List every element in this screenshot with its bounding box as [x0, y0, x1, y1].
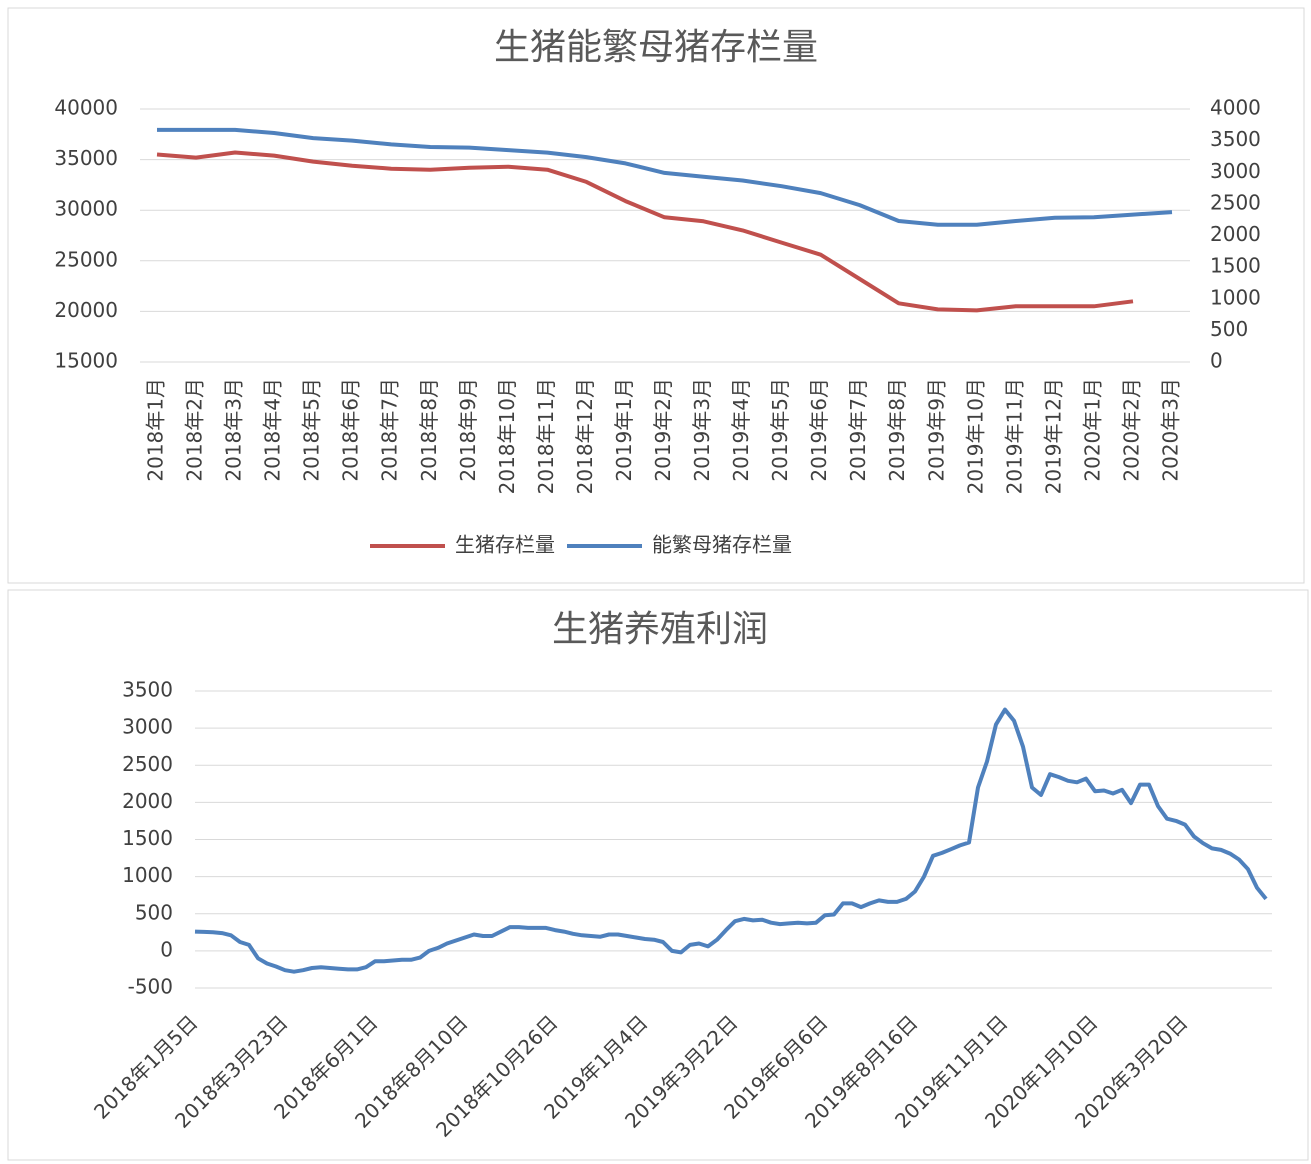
y-tick-label: 15000 — [54, 349, 118, 373]
y-tick-label: 0 — [160, 937, 173, 961]
y-tick-label: 40000 — [54, 96, 118, 120]
x-tick-label: 2018年6月 — [339, 378, 363, 482]
y-tick-label: 30000 — [54, 197, 118, 221]
x-tick-label: 2019年10月 — [963, 378, 987, 494]
x-tick-label: 2019年4月 — [729, 378, 753, 482]
x-tick-label: 2018年10月 — [495, 378, 519, 494]
x-tick-label: 2018年2月 — [183, 378, 207, 482]
x-tick-label: 2019年9月 — [924, 378, 948, 482]
x-tick-label: 2018年4月 — [261, 378, 285, 482]
x-tick-label: 2018年8月 — [417, 378, 441, 482]
y2-tick-label: 3500 — [1210, 127, 1261, 151]
x-tick-label: 2018年3月 — [222, 378, 246, 482]
x-tick-label: 2018年9月 — [456, 378, 480, 482]
x-tick-label: 2019年11月 — [1002, 378, 1026, 494]
y-tick-label: 35000 — [54, 146, 118, 170]
x-tick-label: 2019年12月 — [1041, 378, 1065, 494]
panel — [7, 7, 1305, 584]
series-line — [194, 707, 1268, 974]
y-tick-label: -500 — [128, 975, 173, 999]
y2-tick-label: 0 — [1210, 349, 1223, 373]
y2-tick-label: 1000 — [1210, 285, 1261, 309]
x-tick-label: 2020年2月 — [1119, 378, 1143, 482]
x-tick-label: 2018年1月 — [144, 378, 168, 482]
y-tick-label: 20000 — [54, 298, 118, 322]
x-tick-label: 2019年2月 — [651, 378, 675, 482]
chart-title: 生猪能繁母猪存栏量 — [494, 27, 818, 68]
chart-title: 生猪养殖利润 — [552, 609, 768, 650]
y-tick-label: 500 — [135, 900, 173, 924]
y-tick-label: 1000 — [122, 863, 173, 887]
x-tick-label: 2019年1月 — [612, 378, 636, 482]
y2-tick-label: 2000 — [1210, 222, 1261, 246]
legend-label: 生猪存栏量 — [455, 533, 555, 557]
y2-tick-label: 500 — [1210, 317, 1248, 341]
y2-tick-label: 4000 — [1210, 96, 1261, 120]
y-tick-label: 1500 — [122, 826, 173, 850]
legend-label: 能繁母猪存栏量 — [652, 533, 792, 557]
y-tick-label: 25000 — [54, 247, 118, 271]
x-tick-label: 2019年3月 — [690, 378, 714, 482]
x-tick-label: 2018年7月 — [378, 378, 402, 482]
x-tick-label: 2020年3月 — [1159, 378, 1183, 482]
series-line — [157, 127, 1173, 227]
x-tick-label: 2020年1月 — [1080, 378, 1104, 482]
x-tick-label: 2018年12月 — [573, 378, 597, 494]
y2-tick-label: 2500 — [1210, 190, 1261, 214]
x-tick-label: 2018年11月 — [534, 378, 558, 494]
y-tick-label: 3000 — [122, 715, 173, 739]
y-tick-label: 2000 — [122, 789, 173, 813]
panel — [7, 589, 1309, 1161]
series-line — [156, 150, 1134, 313]
x-tick-label: 2019年6月 — [807, 378, 831, 482]
x-tick-label: 2019年5月 — [768, 378, 792, 482]
x-tick-label: 2019年7月 — [846, 378, 870, 482]
y-tick-label: 2500 — [122, 752, 173, 776]
y2-tick-label: 1500 — [1210, 254, 1261, 278]
x-tick-label: 2019年8月 — [885, 378, 909, 482]
y-tick-label: 3500 — [122, 678, 173, 702]
y2-tick-label: 3000 — [1210, 159, 1261, 183]
x-tick-label: 2018年5月 — [300, 378, 324, 482]
